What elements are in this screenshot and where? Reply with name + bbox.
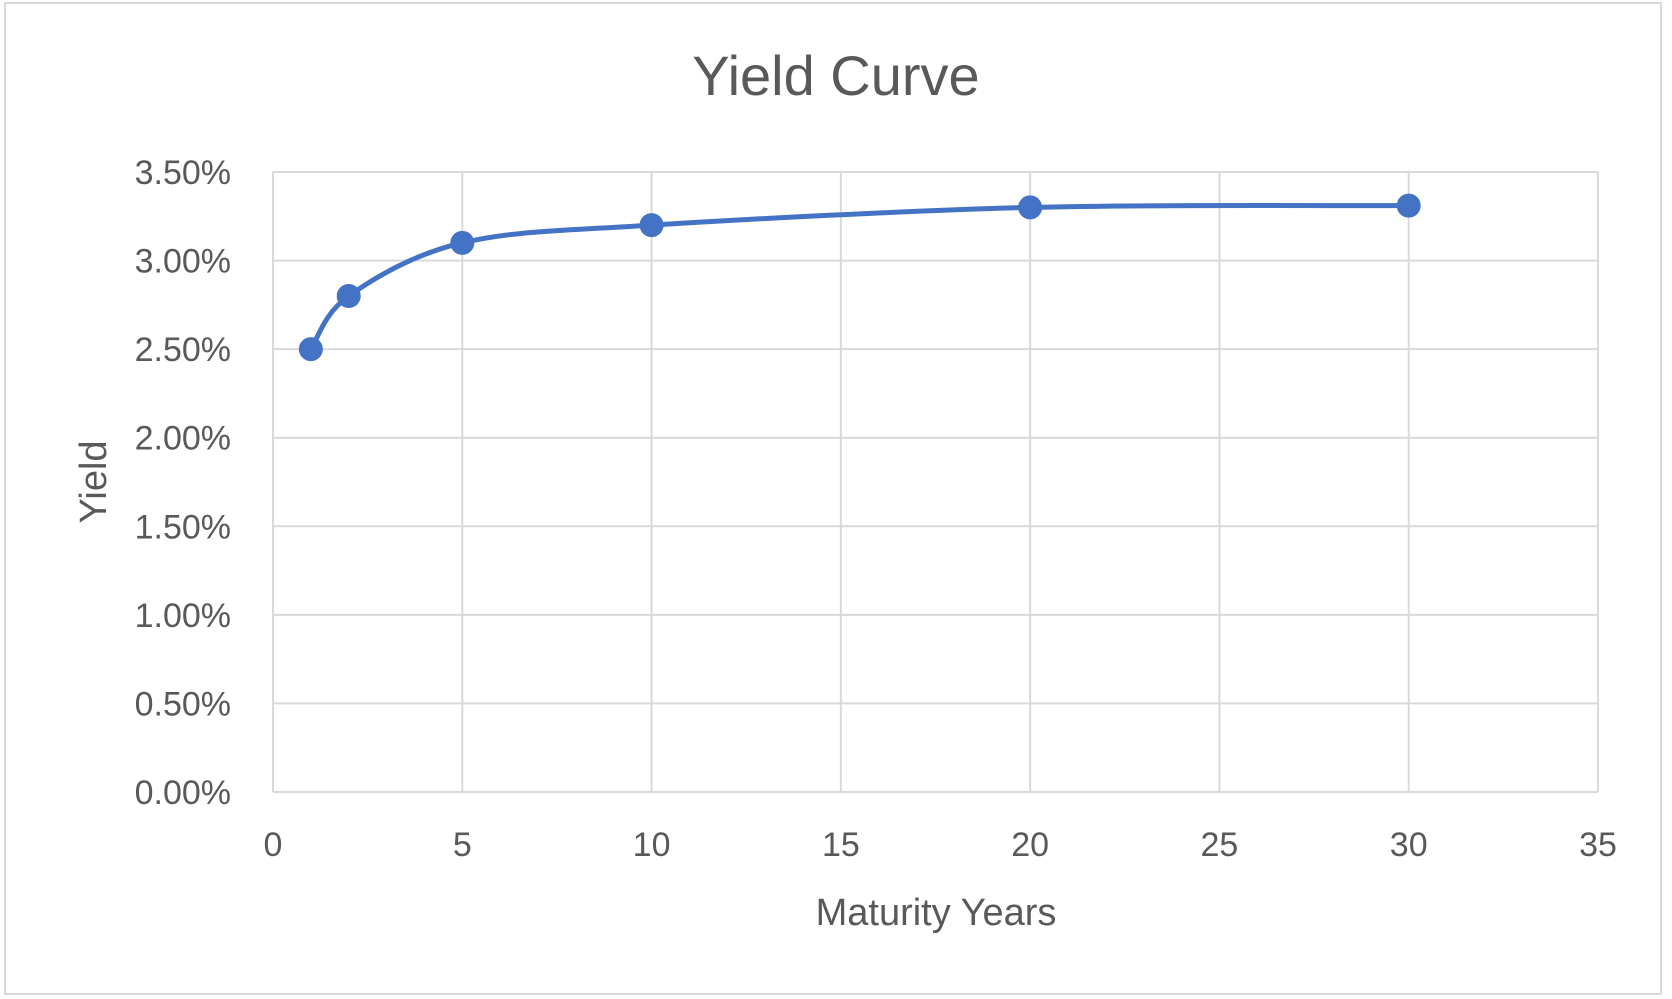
- data-point: [639, 213, 664, 238]
- series-line: [308, 202, 1412, 352]
- data-point: [450, 230, 475, 255]
- x-axis-label: Maturity Years: [816, 892, 1057, 934]
- data-point: [1018, 195, 1043, 220]
- y-tick-label: 1.00%: [135, 597, 231, 635]
- axes: [272, 172, 1598, 793]
- x-tick-label: 0: [264, 826, 283, 864]
- chart-frame: [4, 2, 1662, 995]
- y-tick-label: 1.50%: [135, 508, 231, 546]
- x-tick-label: 15: [822, 826, 860, 864]
- y-tick-label: 3.50%: [135, 154, 231, 192]
- y-tick-label: 2.00%: [135, 420, 231, 458]
- x-tick-label: 35: [1579, 826, 1617, 864]
- data-point: [1396, 193, 1421, 218]
- x-tick-label: 20: [1011, 826, 1049, 864]
- x-tick-labels: 0 5 10 15 20 25 30 35: [264, 826, 1617, 864]
- chart-title: Yield Curve: [692, 44, 979, 107]
- y-tick-labels: 0.00% 0.50% 1.00% 1.50% 2.00% 2.50% 3.00% 3.50%: [135, 154, 231, 812]
- data-point: [336, 284, 361, 308]
- x-tick-label: 10: [633, 826, 671, 864]
- y-tick-label: 0.50%: [135, 685, 231, 723]
- data-point: [298, 337, 323, 362]
- x-tick-label: 5: [453, 826, 472, 864]
- y-tick-label: 0.00%: [135, 774, 231, 812]
- series: [298, 193, 1421, 362]
- y-axis-label: Yield: [73, 440, 115, 523]
- grid: [273, 171, 1599, 792]
- y-tick-label: 3.00%: [135, 243, 231, 281]
- x-tick-label: 30: [1390, 826, 1428, 864]
- y-tick-label: 2.50%: [135, 331, 231, 369]
- x-tick-label: 25: [1201, 826, 1239, 864]
